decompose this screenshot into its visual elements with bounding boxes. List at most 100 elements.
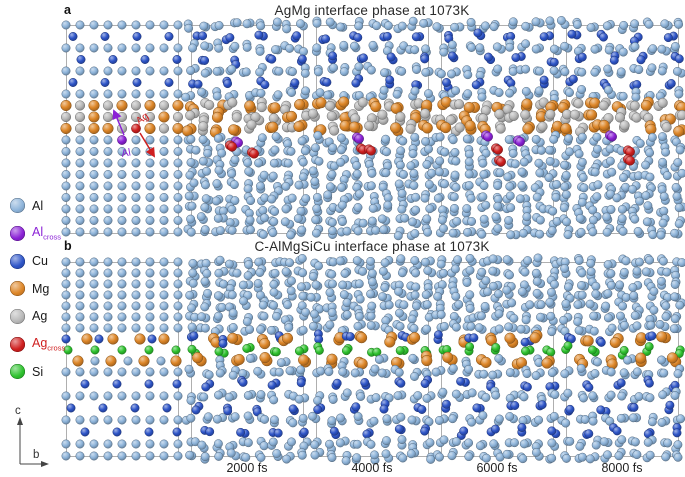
atom-ag [454, 122, 465, 133]
atom-al [203, 148, 213, 158]
atom-al [61, 66, 71, 76]
atom-al [436, 259, 446, 269]
atom-mg [390, 122, 402, 134]
atom-al [657, 44, 667, 54]
atom-cu [132, 78, 142, 87]
atom-al [440, 179, 450, 189]
atom-cu [537, 400, 547, 410]
atom-al [628, 413, 638, 423]
atom-al [61, 89, 71, 99]
atom-al [173, 391, 183, 401]
atom-cu [456, 376, 466, 386]
snapshot-panel-b2 [181, 254, 312, 464]
atom-al [617, 204, 627, 214]
atom-al [656, 230, 666, 240]
atom-al [228, 308, 238, 318]
atom-al [323, 90, 333, 100]
atom-cu [672, 428, 682, 438]
atom-al [381, 168, 391, 178]
atom-ag [307, 108, 319, 119]
atom-al [577, 85, 587, 94]
atom-al [491, 390, 501, 400]
atom-al [466, 193, 476, 203]
atom-al [632, 321, 642, 331]
atom-ag [619, 120, 630, 131]
atom-al [577, 268, 587, 278]
atom-al [217, 148, 227, 158]
atom-cu [472, 403, 482, 413]
atom-al [642, 217, 652, 227]
atom-al [591, 281, 601, 291]
atom-al [306, 292, 316, 302]
atom-al [296, 365, 306, 375]
atom-al [103, 290, 113, 300]
atom-si [63, 345, 73, 355]
atom-al [325, 182, 335, 192]
atom-al [420, 257, 430, 267]
atom-al [267, 194, 277, 204]
atom-al [670, 42, 680, 51]
atom-al [159, 268, 169, 278]
atom-al [435, 452, 444, 462]
atom-mg [259, 352, 271, 364]
atom-al [159, 147, 169, 156]
atom-al [439, 435, 449, 445]
atom-al [61, 451, 71, 461]
atom-al [504, 216, 514, 225]
atom-al [75, 135, 85, 145]
atom-al [510, 438, 519, 448]
atom-cu [396, 378, 406, 388]
atom-al [258, 230, 268, 239]
atom-al [61, 20, 71, 30]
atom-cu [411, 32, 421, 42]
atom-al [61, 312, 71, 322]
atom-al [393, 391, 403, 401]
atom-al [198, 135, 208, 144]
atom-ag [569, 109, 580, 120]
atom-al [354, 279, 364, 289]
atom-al [489, 439, 499, 449]
atom-al [550, 279, 559, 289]
atom-cu [636, 55, 646, 65]
atom-al [75, 323, 85, 333]
atom-al [466, 321, 476, 331]
atom-al [131, 268, 141, 278]
atom-al [159, 451, 169, 461]
atom-al [355, 189, 364, 199]
atom-al [103, 193, 113, 202]
atom-al [61, 227, 71, 237]
legend: Al Alcross Cu Mg Ag Agcross Si [10, 192, 65, 386]
atom-al [75, 204, 85, 214]
atom-cu [100, 32, 110, 41]
atom-si [171, 345, 181, 355]
atom-al [435, 156, 445, 166]
atom-al [585, 299, 595, 309]
atom-al [450, 203, 459, 213]
atom-al [145, 257, 155, 267]
atom-al [632, 367, 642, 377]
atom-al [478, 158, 488, 168]
atom-mg [172, 99, 184, 112]
atom-al [383, 200, 393, 210]
atom-al [131, 367, 141, 377]
atom-alx [483, 131, 493, 142]
atom-al [493, 64, 503, 74]
atom-al [272, 311, 281, 321]
atom-al [406, 449, 416, 459]
atom-ag [172, 111, 184, 123]
snapshot-panel-b5 [556, 254, 685, 464]
atom-al [258, 206, 268, 215]
atom-al [549, 66, 559, 76]
atom-al [463, 70, 473, 80]
atom-al [488, 254, 498, 264]
atom-al [75, 391, 85, 401]
atom-al [103, 135, 113, 145]
atom-alx [354, 133, 364, 144]
atom-al [131, 216, 141, 225]
atom-al [173, 312, 183, 322]
atom-al [293, 214, 303, 223]
atom-al [590, 44, 600, 54]
atom-cu [236, 427, 246, 437]
atom-al [644, 19, 654, 29]
atom-al [187, 201, 197, 211]
